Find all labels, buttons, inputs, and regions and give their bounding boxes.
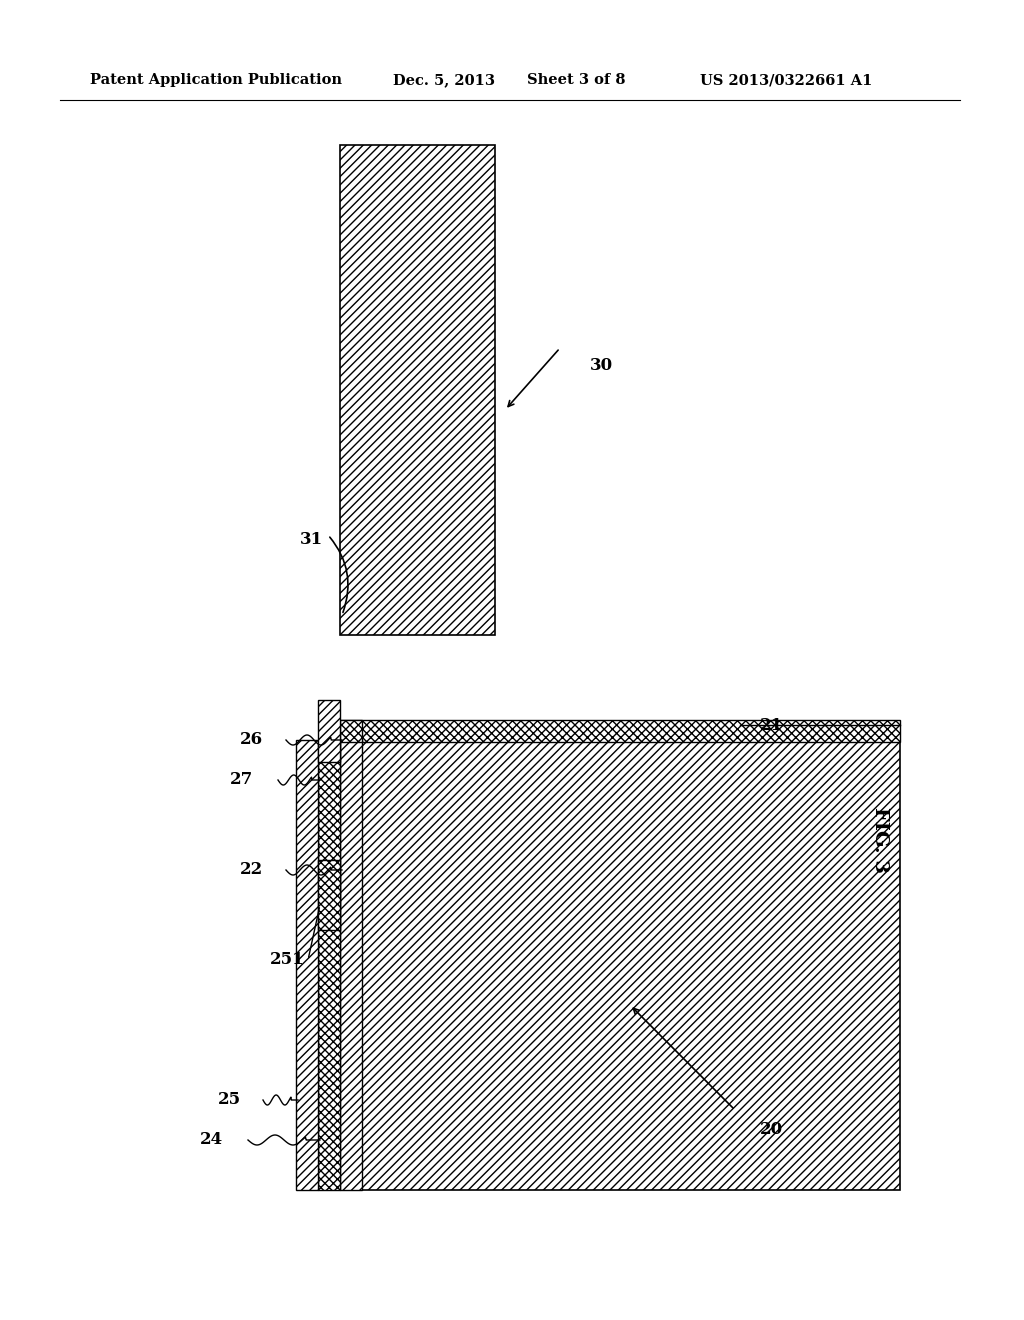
Text: Patent Application Publication: Patent Application Publication	[90, 73, 342, 87]
Text: Dec. 5, 2013: Dec. 5, 2013	[393, 73, 495, 87]
Text: 26: 26	[240, 731, 263, 748]
Bar	[318, 741, 340, 1191]
Text: 21: 21	[760, 717, 783, 734]
Text: 251: 251	[270, 952, 304, 969]
Text: 27: 27	[230, 771, 253, 788]
Text: 25: 25	[218, 1092, 241, 1109]
Bar	[340, 741, 900, 1191]
Text: Sheet 3 of 8: Sheet 3 of 8	[527, 73, 626, 87]
Bar	[340, 719, 362, 742]
Bar	[296, 741, 318, 1191]
Text: 22: 22	[240, 862, 263, 879]
Text: 20: 20	[760, 1122, 783, 1138]
Text: FIG. 3: FIG. 3	[871, 807, 889, 873]
Text: 30: 30	[590, 356, 613, 374]
Text: 31: 31	[300, 532, 324, 549]
Bar	[340, 719, 900, 742]
Bar	[318, 861, 340, 931]
Text: US 2013/0322661 A1: US 2013/0322661 A1	[700, 73, 872, 87]
Text: 24: 24	[200, 1131, 223, 1148]
Bar	[340, 741, 362, 1191]
Bar	[340, 145, 495, 635]
Bar	[318, 700, 340, 762]
